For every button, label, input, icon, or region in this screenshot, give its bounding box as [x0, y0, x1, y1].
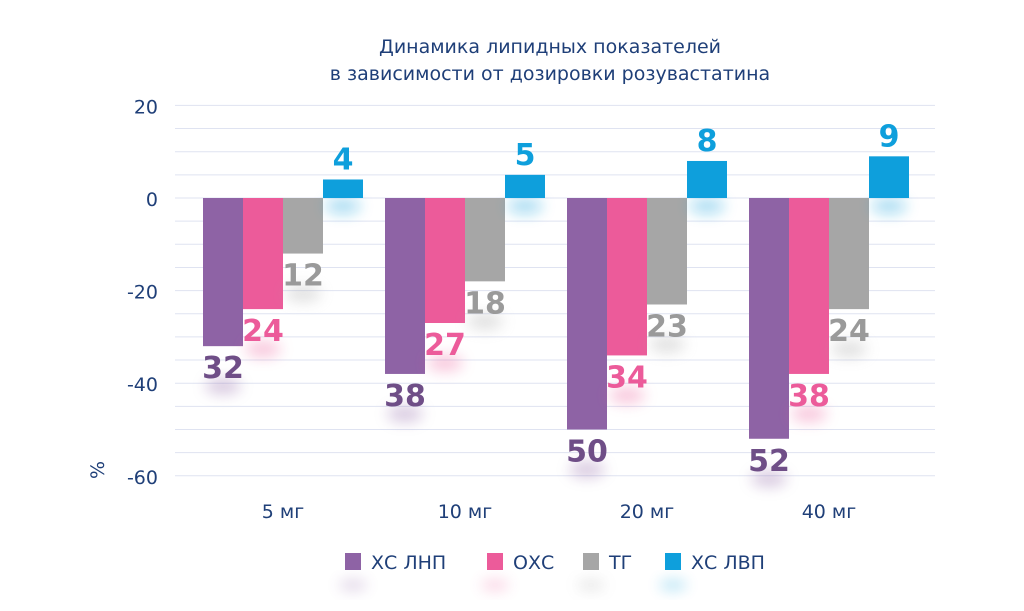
legend-label: ОХС: [513, 552, 554, 574]
data-label: 4: [333, 142, 354, 177]
bar-glow: [649, 336, 685, 353]
bar: [749, 198, 789, 439]
bar: [385, 198, 425, 374]
y-axis-label: %: [87, 461, 109, 479]
legend-glow: [339, 580, 367, 590]
legend-glow: [481, 580, 509, 590]
legend-label: ТГ: [608, 552, 632, 574]
data-label: 24: [242, 314, 284, 349]
legend-swatch: [583, 553, 599, 570]
bar-glow: [831, 341, 867, 358]
legend-label: ХС ЛНП: [371, 552, 446, 574]
bar-glow: [427, 355, 463, 372]
bar: [647, 198, 687, 305]
x-tick-label: 20 мг: [620, 501, 675, 523]
bar: [425, 198, 465, 324]
data-label: 5: [515, 138, 536, 173]
bar: [829, 198, 869, 310]
data-label: 8: [697, 124, 718, 159]
bar-glow: [751, 470, 787, 487]
data-label: 38: [788, 379, 830, 414]
bar: [203, 198, 243, 347]
data-label: 18: [464, 286, 506, 321]
data-label: 9: [879, 119, 900, 154]
legend-swatch: [665, 553, 681, 570]
y-tick-label: 0: [146, 189, 158, 211]
bar-glow: [285, 285, 321, 302]
data-label: 52: [748, 444, 790, 479]
bar: [869, 156, 909, 198]
bar-glow: [689, 198, 725, 214]
bar: [789, 198, 829, 374]
bar-glow: [569, 461, 605, 478]
y-tick-label: 20: [134, 96, 158, 118]
bar: [505, 174, 545, 198]
data-label: 34: [606, 360, 648, 395]
bar-glow: [387, 405, 423, 422]
bar-glow: [245, 341, 281, 358]
data-label: 23: [646, 309, 688, 344]
legend-glow: [577, 580, 605, 590]
x-tick-label: 40 мг: [802, 501, 857, 523]
bar: [567, 198, 607, 430]
data-label: 50: [566, 435, 608, 470]
bar-glow: [791, 405, 827, 422]
bar-glow: [467, 313, 503, 330]
legend-glow: [659, 580, 687, 590]
chart-title-line-2: в зависимости от дозировки розувастатина: [329, 63, 771, 85]
legend-label: ХС ЛВП: [691, 552, 765, 574]
bar: [323, 179, 363, 198]
bar: [283, 198, 323, 254]
legend-swatch: [345, 553, 361, 570]
legend-swatch: [487, 553, 503, 570]
chart-title-line-1: Динамика липидных показателей: [378, 36, 722, 58]
bar: [687, 160, 727, 198]
bar-glow: [871, 198, 907, 214]
y-tick-label: -60: [127, 467, 158, 489]
bar: [465, 198, 505, 282]
x-tick-label: 5 мг: [262, 501, 304, 523]
data-label: 32: [202, 351, 244, 386]
bar-glow: [205, 378, 241, 395]
bar-glow: [325, 198, 361, 214]
bar: [607, 198, 647, 356]
data-label: 24: [828, 314, 870, 349]
x-tick-label: 10 мг: [438, 501, 493, 523]
bar: [243, 198, 283, 310]
data-label: 38: [384, 379, 426, 414]
y-tick-label: -20: [127, 282, 158, 304]
bar-glow: [609, 387, 645, 404]
bar-glow: [507, 198, 543, 214]
data-label: 12: [282, 259, 324, 294]
y-tick-label: -40: [127, 374, 158, 396]
data-label: 27: [424, 328, 466, 363]
